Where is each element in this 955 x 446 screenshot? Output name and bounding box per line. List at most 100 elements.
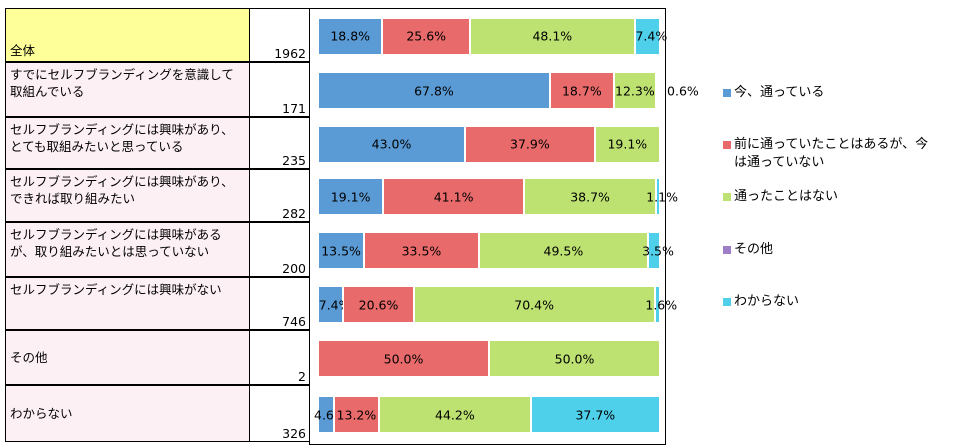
bar-segment (318, 340, 489, 377)
bar-segment (318, 178, 384, 215)
respondent-count: 200 (249, 222, 310, 277)
legend-label-line: 通ったことはない (734, 189, 839, 204)
respondent-count: 235 (249, 117, 310, 169)
category-label: すでにセルフブランディングを意識して 取組んでいる (5, 62, 250, 117)
bar-segment (343, 286, 414, 323)
bar-segment (333, 396, 380, 433)
bar-segment (530, 396, 660, 433)
bar-segment (318, 396, 334, 433)
bar-segment (318, 72, 550, 109)
bar-segment (318, 232, 365, 269)
category-label-text: セルフブランディングには興味があり、 とても取組みたいと思っている (10, 121, 245, 155)
data-label: 18.7% (561, 83, 602, 98)
legend-swatch (723, 89, 731, 97)
category-label: 全体 (5, 8, 250, 62)
category-label-line: すでにセルフブランディングを意識して (10, 67, 234, 82)
legend-label-line: 前に通っていたことはあるが、今 (734, 137, 929, 152)
data-label: 7.4% (635, 28, 668, 44)
category-label-line: セルフブランディングには興味があり、 (10, 174, 234, 189)
bar-segment (318, 17, 383, 55)
data-label: 3.5% (642, 243, 674, 258)
data-label: 43.0% (371, 136, 412, 152)
bar-segment (489, 340, 660, 377)
bar-segment (594, 125, 660, 163)
data-label: 1.6% (645, 297, 678, 312)
bar-segment (613, 72, 656, 109)
data-label: 67.8% (414, 83, 454, 98)
bar-segment (318, 125, 466, 163)
bar-segment (413, 286, 655, 323)
respondent-count: 746 (249, 277, 310, 330)
bar-segment (523, 178, 657, 215)
bar-segment (648, 232, 660, 269)
legend-swatch (723, 298, 731, 306)
bar-segment (364, 232, 479, 269)
category-label-line: が、取り組みたいとは思っていない (10, 244, 210, 259)
respondent-count: 326 (249, 385, 310, 442)
legend-label: 通ったことはない (734, 188, 838, 206)
category-label-line: できれば取り組みたい (10, 191, 136, 206)
data-label: 20.6% (358, 297, 399, 312)
bar-segment (657, 72, 660, 109)
data-label: 7.4% (318, 297, 351, 312)
legend-label: その他 (734, 241, 773, 259)
data-label: 19.1% (330, 189, 371, 204)
legend-swatch (723, 193, 731, 201)
respondent-count: 171 (249, 62, 310, 117)
category-label: セルフブランディングには興味がある が、取り組みたいとは思っていない (5, 222, 250, 277)
data-label: 37.9% (510, 136, 550, 152)
data-label: 33.5% (401, 243, 442, 258)
legend-label-line: は通っていない (734, 155, 825, 170)
category-label-line: とても取組みたいと思っている (10, 139, 184, 154)
legend-label: わからない (734, 293, 799, 311)
data-label: 41.1% (433, 189, 474, 204)
category-label-text: すでにセルフブランディングを意識して 取組んでいる (10, 66, 245, 100)
bar-segment (655, 72, 658, 109)
data-label: 38.7% (570, 189, 610, 204)
bar-segment (656, 178, 660, 215)
category-label: わからない (5, 385, 250, 442)
category-label-line: セルフブランディングには興味があり、 (10, 122, 234, 137)
category-label-line: その他 (10, 350, 48, 365)
bar-segment (379, 396, 531, 433)
data-label: 48.1% (532, 28, 573, 44)
category-label: セルフブランディングには興味がない (5, 277, 250, 330)
category-label-text: セルフブランディングには興味がない (10, 281, 245, 298)
bar-segment (654, 286, 660, 323)
bar-segment (478, 232, 649, 269)
data-label: 44.2% (435, 407, 475, 422)
bar-segment (383, 178, 524, 215)
data-label: 0.6% (667, 83, 699, 98)
data-label: 70.4% (514, 297, 554, 312)
bar-segment (465, 125, 595, 163)
legend-label-line: その他 (734, 242, 774, 257)
category-label-text: セルフブランディングには興味があり、 できれば取り組みたい (10, 173, 245, 207)
data-label: 18.8% (330, 28, 371, 44)
category-label-text: 全体 (10, 42, 35, 59)
legend-label: 今、通っている (734, 84, 824, 102)
data-label: 13.5% (321, 243, 361, 258)
data-label: 25.6% (406, 28, 447, 44)
category-label-line: わからない (10, 406, 73, 421)
category-label-line: セルフブランディングには興味がある (10, 227, 222, 242)
bar-segment (318, 286, 344, 323)
data-label: 12.3% (615, 83, 655, 98)
category-label-line: 取組んでいる (10, 84, 85, 99)
respondent-count: 282 (249, 169, 310, 222)
data-label: 19.1% (607, 136, 648, 152)
category-label-line: 全体 (10, 43, 36, 58)
respondent-count: 1962 (249, 8, 310, 62)
legend-label: 前に通っていたことはあるが、今 は通っていない (734, 136, 928, 172)
data-label: 50.0% (383, 351, 424, 366)
category-label: その他 (5, 330, 250, 385)
category-label: セルフブランディングには興味があり、 できれば取り組みたい (5, 169, 250, 222)
legend-label-line: 今、通っている (734, 85, 825, 100)
category-label-text: セルフブランディングには興味がある が、取り組みたいとは思っていない (10, 226, 245, 260)
bar-segment (549, 72, 614, 109)
plot-area (309, 8, 666, 445)
bar-segment (382, 17, 470, 55)
category-label-text: わからない (10, 405, 73, 422)
legend-swatch (723, 246, 731, 254)
data-label: 37.7% (575, 407, 616, 422)
legend-swatch (723, 141, 731, 149)
